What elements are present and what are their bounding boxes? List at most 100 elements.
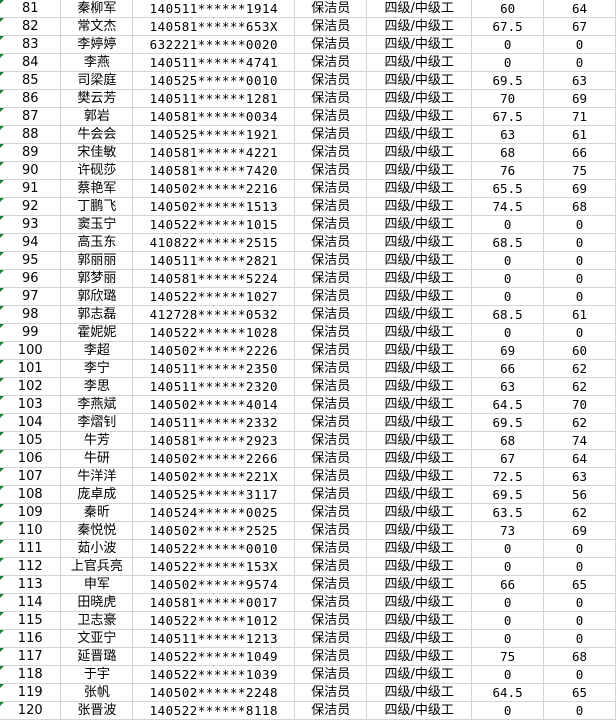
name-cell[interactable]: 李宁 [60, 359, 134, 378]
name-cell[interactable]: 霍妮妮 [60, 323, 134, 342]
id-number-cell[interactable]: 140511******2821 [132, 251, 296, 270]
job-cell[interactable]: 保洁员 [294, 575, 368, 594]
error-indicator-icon[interactable] [0, 450, 4, 454]
error-indicator-icon[interactable] [0, 198, 4, 202]
level-cell[interactable]: 四级/中级工 [366, 143, 473, 162]
id-number-cell[interactable]: 140522******1015 [132, 215, 296, 234]
row-number-cell[interactable]: 93 [0, 215, 62, 234]
id-number-cell[interactable]: 140502******9574 [132, 575, 296, 594]
level-cell[interactable]: 四级/中级工 [366, 197, 473, 216]
row-number-cell[interactable]: 87 [0, 107, 62, 126]
job-cell[interactable]: 保洁员 [294, 197, 368, 216]
error-indicator-icon[interactable] [0, 396, 4, 400]
score2-cell[interactable]: 0 [543, 593, 616, 612]
row-number-cell[interactable]: 120 [0, 701, 62, 720]
name-cell[interactable]: 于宇 [60, 665, 134, 684]
job-cell[interactable]: 保洁员 [294, 431, 368, 450]
name-cell[interactable]: 秦柳军 [60, 0, 134, 18]
row-number-cell[interactable]: 112 [0, 557, 62, 576]
error-indicator-icon[interactable] [0, 126, 4, 130]
name-cell[interactable]: 李思 [60, 377, 134, 396]
level-cell[interactable]: 四级/中级工 [366, 449, 473, 468]
name-cell[interactable]: 张晋波 [60, 701, 134, 720]
job-cell[interactable]: 保洁员 [294, 467, 368, 486]
name-cell[interactable]: 牛研 [60, 449, 134, 468]
job-cell[interactable]: 保洁员 [294, 179, 368, 198]
error-indicator-icon[interactable] [0, 36, 4, 40]
level-cell[interactable]: 四级/中级工 [366, 485, 473, 504]
level-cell[interactable]: 四级/中级工 [366, 467, 473, 486]
row-number-cell[interactable]: 86 [0, 89, 62, 108]
row-number-cell[interactable]: 97 [0, 287, 62, 306]
job-cell[interactable]: 保洁员 [294, 647, 368, 666]
score2-cell[interactable]: 0 [543, 323, 616, 342]
score2-cell[interactable]: 0 [543, 53, 616, 72]
score1-cell[interactable]: 66 [471, 359, 545, 378]
score2-cell[interactable]: 62 [543, 503, 616, 522]
job-cell[interactable]: 保洁员 [294, 557, 368, 576]
name-cell[interactable]: 牛会会 [60, 125, 134, 144]
level-cell[interactable]: 四级/中级工 [366, 683, 473, 702]
name-cell[interactable]: 庞卓成 [60, 485, 134, 504]
id-number-cell[interactable]: 140522******1049 [132, 647, 296, 666]
score1-cell[interactable]: 69 [471, 341, 545, 360]
score2-cell[interactable]: 69 [543, 179, 616, 198]
job-cell[interactable]: 保洁员 [294, 611, 368, 630]
name-cell[interactable]: 上官兵亮 [60, 557, 134, 576]
error-indicator-icon[interactable] [0, 630, 4, 634]
job-cell[interactable]: 保洁员 [294, 485, 368, 504]
score1-cell[interactable]: 64.5 [471, 683, 545, 702]
id-number-cell[interactable]: 140511******1914 [132, 0, 296, 18]
id-number-cell[interactable]: 140522******8118 [132, 701, 296, 720]
error-indicator-icon[interactable] [0, 522, 4, 526]
level-cell[interactable]: 四级/中级工 [366, 161, 473, 180]
score1-cell[interactable]: 73 [471, 521, 545, 540]
id-number-cell[interactable]: 140511******1281 [132, 89, 296, 108]
score2-cell[interactable]: 0 [543, 629, 616, 648]
id-number-cell[interactable]: 140581******5224 [132, 269, 296, 288]
error-indicator-icon[interactable] [0, 486, 4, 490]
row-number-cell[interactable]: 102 [0, 377, 62, 396]
level-cell[interactable]: 四级/中级工 [366, 413, 473, 432]
level-cell[interactable]: 四级/中级工 [366, 287, 473, 306]
error-indicator-icon[interactable] [0, 306, 4, 310]
score1-cell[interactable]: 63 [471, 125, 545, 144]
score2-cell[interactable]: 69 [543, 89, 616, 108]
row-number-cell[interactable]: 100 [0, 341, 62, 360]
job-cell[interactable]: 保洁员 [294, 107, 368, 126]
level-cell[interactable]: 四级/中级工 [366, 647, 473, 666]
id-number-cell[interactable]: 140502******221X [132, 467, 296, 486]
id-number-cell[interactable]: 140581******2923 [132, 431, 296, 450]
name-cell[interactable]: 宋佳敏 [60, 143, 134, 162]
row-number-cell[interactable]: 90 [0, 161, 62, 180]
row-number-cell[interactable]: 99 [0, 323, 62, 342]
level-cell[interactable]: 四级/中级工 [366, 521, 473, 540]
id-number-cell[interactable]: 140522******0010 [132, 539, 296, 558]
score1-cell[interactable]: 63 [471, 377, 545, 396]
score1-cell[interactable]: 67.5 [471, 107, 545, 126]
score2-cell[interactable]: 75 [543, 161, 616, 180]
row-number-cell[interactable]: 108 [0, 485, 62, 504]
error-indicator-icon[interactable] [0, 18, 4, 22]
error-indicator-icon[interactable] [0, 270, 4, 274]
score2-cell[interactable]: 61 [543, 305, 616, 324]
score2-cell[interactable]: 63 [543, 71, 616, 90]
error-indicator-icon[interactable] [0, 72, 4, 76]
level-cell[interactable]: 四级/中级工 [366, 179, 473, 198]
name-cell[interactable]: 延晋璐 [60, 647, 134, 666]
level-cell[interactable]: 四级/中级工 [366, 611, 473, 630]
row-number-cell[interactable]: 110 [0, 521, 62, 540]
score2-cell[interactable]: 0 [543, 269, 616, 288]
score1-cell[interactable]: 65.5 [471, 179, 545, 198]
name-cell[interactable]: 郭志磊 [60, 305, 134, 324]
error-indicator-icon[interactable] [0, 612, 4, 616]
job-cell[interactable]: 保洁员 [294, 35, 368, 54]
id-number-cell[interactable]: 140502******2248 [132, 683, 296, 702]
id-number-cell[interactable]: 140502******1513 [132, 197, 296, 216]
score2-cell[interactable]: 0 [543, 233, 616, 252]
error-indicator-icon[interactable] [0, 162, 4, 166]
name-cell[interactable]: 丁鹏飞 [60, 197, 134, 216]
name-cell[interactable]: 李燕斌 [60, 395, 134, 414]
name-cell[interactable]: 许砚莎 [60, 161, 134, 180]
name-cell[interactable]: 高玉东 [60, 233, 134, 252]
